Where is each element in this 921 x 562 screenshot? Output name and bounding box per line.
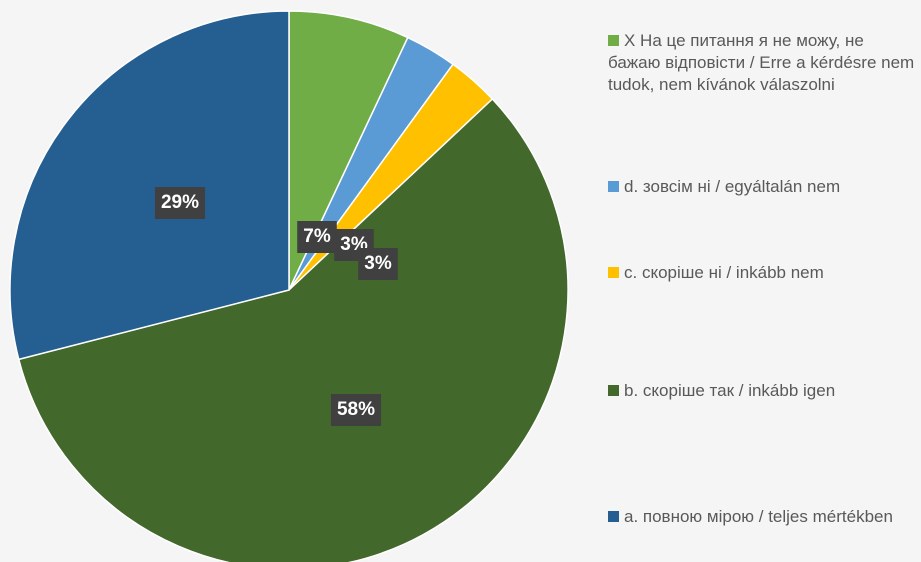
legend-swatch [608, 385, 619, 396]
legend-label: d. зовсім ні / egyáltalán nem [624, 177, 841, 196]
label-box [330, 394, 382, 426]
data-label: 58% [337, 399, 375, 420]
legend-label: X На це питання я не можу, не бажаю відп… [608, 31, 915, 94]
legend-entry: c. скоріше ні / inkább nem [608, 262, 918, 284]
slice [9, 10, 290, 361]
label-box [358, 248, 398, 280]
data-label: 3% [364, 253, 392, 274]
data-label: 29% [161, 192, 199, 213]
legend-swatch [608, 267, 619, 278]
slice [288, 10, 409, 291]
legend-swatch [608, 511, 619, 522]
legend-swatch [608, 181, 619, 192]
legend-entry: a. повною мірою / teljes mértékben [608, 506, 918, 528]
label-box [154, 187, 206, 219]
legend-label: a. повною мірою / teljes mértékben [624, 507, 893, 526]
legend-entry: d. зовсім ні / egyáltalán nem [608, 176, 918, 198]
legend-entry: b. скоріше так / inkább igen [608, 380, 918, 402]
legend-swatch [608, 35, 619, 46]
legend-entry: X На це питання я не можу, не бажаю відп… [608, 30, 918, 96]
data-label: 7% [303, 226, 331, 247]
legend-label: c. скоріше ні / inkább nem [624, 263, 824, 282]
legend-label: b. скоріше так / inkább igen [624, 381, 836, 400]
label-box [297, 221, 337, 253]
slice [17, 97, 569, 562]
